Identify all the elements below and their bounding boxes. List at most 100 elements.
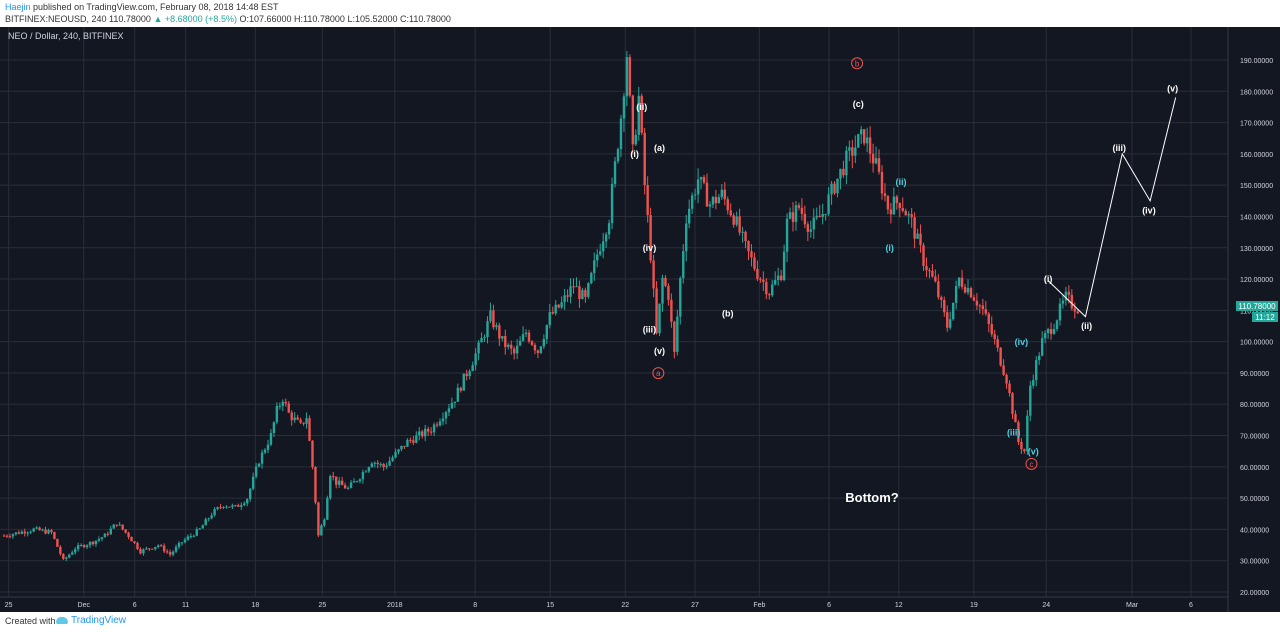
candle-body xyxy=(607,223,611,235)
wave-label-white: (iv) xyxy=(643,243,657,253)
last-value: 110.78000 xyxy=(109,14,151,24)
candle-body xyxy=(302,422,305,424)
candle-body xyxy=(735,216,738,225)
candle-body xyxy=(192,535,196,537)
candle-body xyxy=(661,277,664,304)
candle-body xyxy=(73,549,77,553)
candle-body xyxy=(53,532,56,539)
candle-body xyxy=(379,463,382,465)
candle-body xyxy=(960,277,964,287)
candle-body xyxy=(889,209,893,215)
candle-body xyxy=(590,272,593,284)
candle-body xyxy=(165,551,169,553)
candle-body xyxy=(542,339,546,347)
candle-body xyxy=(355,481,359,483)
candle-body xyxy=(201,525,204,529)
candle-body xyxy=(895,196,899,204)
candle-body xyxy=(41,529,44,531)
candle-body xyxy=(168,552,172,555)
candle-body xyxy=(489,310,492,322)
time-tick-label: 6 xyxy=(133,602,137,609)
publish-header: Haejin published on TradingView.com, Feb… xyxy=(0,0,1280,27)
candle-body xyxy=(762,279,765,282)
candle-body xyxy=(432,424,436,433)
tradingview-link[interactable]: TradingView xyxy=(56,615,126,626)
wave-label-white: (iii) xyxy=(643,324,657,334)
time-tick-label: Mar xyxy=(1126,602,1139,609)
candle-body xyxy=(943,299,946,313)
candle-body xyxy=(708,204,712,207)
candle-body xyxy=(999,347,1002,366)
wave-label-white: (i) xyxy=(1044,274,1053,284)
price-ticks: 190.00000 180.00000 170.00000 160.00000 150.… xyxy=(1240,58,1273,597)
candle-body xyxy=(471,365,474,372)
time-tick-label: 6 xyxy=(827,602,831,609)
price-tick-label: 150.00000 xyxy=(1240,183,1273,190)
candle-body xyxy=(776,275,780,281)
candle-body xyxy=(198,528,201,530)
candle-body xyxy=(815,215,818,218)
candle-body xyxy=(133,541,136,543)
candle-body xyxy=(400,445,403,450)
candle-body xyxy=(593,260,596,273)
candle-body xyxy=(121,524,124,530)
price-chart[interactable]: (ii) (i) (a) (iv) (iii) (v) (b) (c) (i) (ii) (iii)… xyxy=(0,27,1280,612)
candles xyxy=(2,51,1079,561)
candle-body xyxy=(732,215,735,225)
candle-body xyxy=(892,196,896,215)
symbol-label: BITFINEX:NEOUSD, 240 xyxy=(5,14,107,24)
candle-body xyxy=(1076,311,1079,314)
candle-body xyxy=(349,482,353,488)
candle-body xyxy=(343,485,347,489)
candle-body xyxy=(800,207,804,214)
candle-body xyxy=(441,418,445,422)
candle-body xyxy=(358,479,362,482)
candle-body xyxy=(667,285,670,300)
candle-body xyxy=(329,476,332,499)
candle-body xyxy=(468,371,471,377)
candle-body xyxy=(109,528,112,535)
candle-body xyxy=(857,134,860,148)
wave-label-white: (i) xyxy=(630,149,639,159)
candle-body xyxy=(904,210,907,216)
candle-body xyxy=(59,546,62,555)
candle-body xyxy=(23,531,26,534)
candle-body xyxy=(539,346,543,353)
price-tick-label: 160.00000 xyxy=(1240,152,1273,159)
candle-body xyxy=(148,548,151,550)
wave-circle xyxy=(652,367,665,380)
candle-body xyxy=(47,530,50,534)
candle-body xyxy=(94,540,98,545)
candle-body xyxy=(554,304,557,314)
candle-body xyxy=(423,428,427,437)
candle-body xyxy=(779,275,783,281)
grid-lines xyxy=(0,27,1228,597)
candle-body xyxy=(596,254,599,261)
candle-body xyxy=(447,408,451,413)
candle-body xyxy=(693,194,697,196)
candle-body xyxy=(180,542,184,544)
candle-body xyxy=(842,168,845,176)
candle-body xyxy=(883,193,887,197)
created-with-label: Created with xyxy=(5,616,56,626)
price-tick-label: 70.00000 xyxy=(1240,434,1269,441)
candle-body xyxy=(438,421,442,426)
candle-body xyxy=(940,297,943,300)
candle-body xyxy=(646,184,649,216)
wave-label-cyan: (iii) xyxy=(1007,428,1021,438)
candle-body xyxy=(486,321,489,338)
candle-body xyxy=(1067,291,1071,295)
price-tick-label: 170.00000 xyxy=(1240,121,1273,128)
candle-body xyxy=(949,319,952,328)
wave-label-white: (a) xyxy=(654,143,665,153)
candle-body xyxy=(79,545,83,547)
author-link[interactable]: Haejin xyxy=(5,2,31,12)
wave-label-cyan: (iv) xyxy=(1015,337,1029,347)
candle-body xyxy=(696,179,700,195)
candle-body xyxy=(625,57,629,97)
candle-body xyxy=(874,158,878,164)
change-value: +8.68000 (+8.5%) xyxy=(164,14,237,24)
candle-body xyxy=(444,412,448,419)
candle-body xyxy=(880,171,884,194)
candle-body xyxy=(916,233,919,239)
